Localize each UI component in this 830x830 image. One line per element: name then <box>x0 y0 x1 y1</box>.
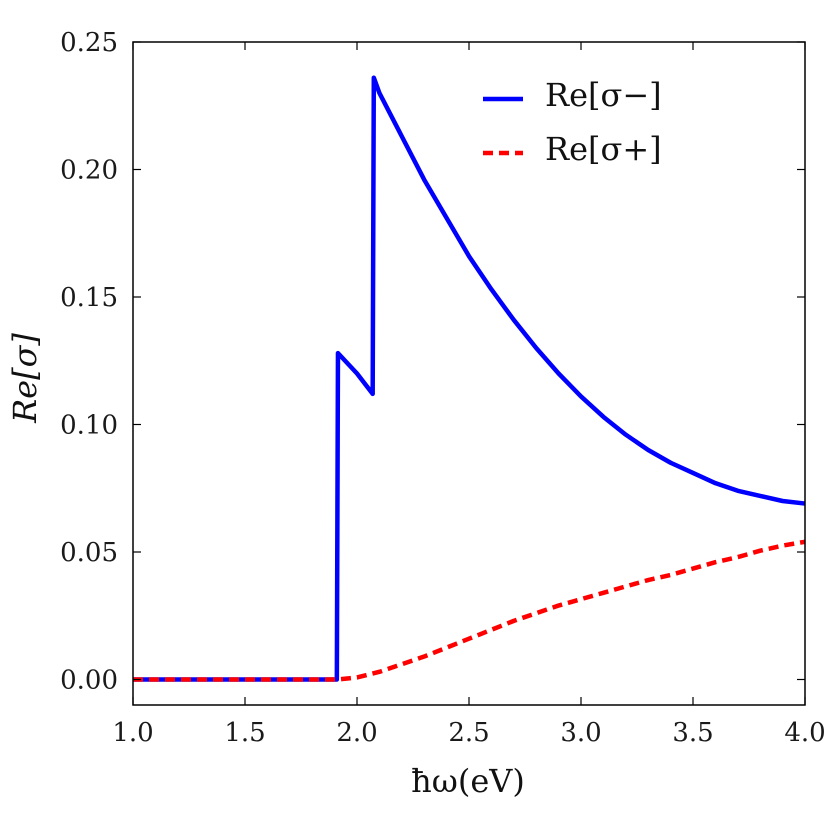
plot-series <box>133 75 806 682</box>
x-tick-label: 4.0 <box>784 718 825 748</box>
plot-frame <box>132 41 806 706</box>
ticks: 1.0 1.5 2.0 2.5 3.0 3.5 4.0 0.00 0.05 0.10 0.15 0.2… <box>60 28 826 748</box>
x-tick-label: 1.5 <box>224 718 265 748</box>
y-tick-label: 0.15 <box>60 283 118 313</box>
x-axis-label: ħω(eV) <box>411 762 525 800</box>
x-tick-label: 1.0 <box>112 718 153 748</box>
series-line-1 <box>133 539 806 682</box>
legend: Re[σ−] Re[σ+] <box>483 76 662 168</box>
y-tick-label: 0.10 <box>60 411 118 441</box>
y-tick-label: 0.05 <box>60 538 118 568</box>
series-line-0 <box>133 75 806 682</box>
y-tick-label: 0.00 <box>60 666 118 696</box>
x-tick-label: 2.0 <box>336 718 377 748</box>
x-tick-label: 3.0 <box>560 718 601 748</box>
legend-label-1: Re[σ+] <box>545 130 662 168</box>
x-tick-label: 2.5 <box>448 718 489 748</box>
legend-label-0: Re[σ−] <box>545 76 662 114</box>
x-tick-label: 3.5 <box>672 718 713 748</box>
y-tick-label: 0.20 <box>60 156 118 186</box>
y-tick-label: 0.25 <box>60 28 118 58</box>
y-axis-label: Re[σ] <box>6 333 44 424</box>
